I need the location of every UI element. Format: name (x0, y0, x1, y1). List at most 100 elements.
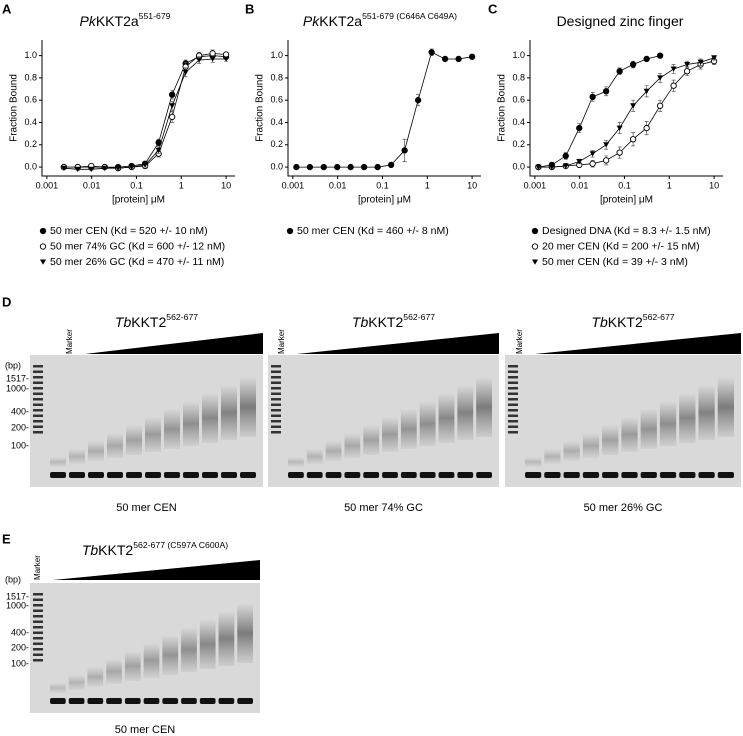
ladder-band (33, 615, 43, 618)
x-axis-label: [protein] μM (358, 195, 411, 206)
lane-label: Marker (277, 329, 286, 354)
title: TbKKT2562-677 (352, 312, 435, 329)
x-tick-label: 10 (709, 180, 719, 190)
title: TbKKT2562-677 (591, 312, 674, 329)
ladder-band (33, 365, 43, 368)
legend-marker (39, 227, 47, 235)
y-axis-label: Fraction Bound (497, 74, 508, 142)
marker (643, 88, 650, 95)
legend-marker (39, 243, 47, 250)
free-dna-band (400, 472, 417, 478)
y-tick-label: 0.4 (270, 117, 283, 127)
title-text: KKT2 (98, 542, 133, 558)
ladder-band (508, 431, 518, 434)
marker (428, 49, 435, 56)
x-tick-label: 1 (179, 180, 184, 190)
ladder-band (33, 604, 43, 607)
ladder-band (508, 398, 518, 401)
free-dna-band (563, 472, 580, 478)
ladder-band (508, 414, 518, 417)
title-italic: Pk (303, 13, 320, 29)
legend-marker (286, 227, 294, 235)
complex-smear (88, 441, 104, 461)
y-tick-label: 0.6 (24, 95, 37, 105)
complex-smear (602, 425, 619, 455)
marker (576, 159, 583, 165)
y-tick-label: 0.2 (512, 139, 525, 149)
gel-caption: 50 mer 74% GC (344, 502, 423, 514)
gel-caption: 50 mer 26% GC (584, 502, 663, 514)
title-text: KKT2 (368, 314, 403, 330)
complex-smear (124, 651, 141, 681)
free-dna-band (544, 472, 561, 478)
y-axis-label: Fraction Bound (255, 74, 266, 142)
free-dna-band (237, 698, 253, 704)
complex-smear (563, 441, 580, 461)
complex-smear (68, 675, 85, 690)
title-text: Designed zinc finger (557, 13, 684, 29)
marker (683, 68, 691, 75)
ladder-label: 1000- (6, 383, 29, 393)
ladder-band (33, 409, 43, 412)
complex-smear (162, 635, 179, 675)
free-dna-band (344, 472, 361, 478)
y-tick-label: 0.8 (270, 72, 283, 82)
complex-smear (382, 417, 398, 452)
complex-smear (621, 417, 638, 452)
ladder-label: 1517- (6, 591, 29, 601)
marker (562, 163, 569, 169)
complex-smear (288, 457, 304, 467)
free-dna-band (218, 698, 235, 704)
complex-smear (237, 603, 253, 663)
panel-letter: D (2, 294, 11, 309)
legend-marker (40, 259, 46, 265)
title: TbKKT2562-677 (C597A C600A) (82, 540, 228, 557)
marker (169, 103, 176, 109)
free-dna-band (363, 472, 380, 478)
marker (196, 57, 203, 63)
marker (589, 151, 596, 157)
title: PkKKT2a551-679 (80, 11, 171, 28)
free-dna-band (183, 472, 199, 478)
fit-line (538, 60, 715, 168)
ladder-band (271, 409, 281, 412)
ladder-band (508, 387, 518, 390)
x-tick-label: 0.01 (83, 180, 101, 190)
fit-line (538, 55, 661, 168)
marker (387, 161, 395, 169)
title-italic: Tb (352, 314, 369, 330)
marker (468, 53, 476, 60)
marker (711, 55, 718, 61)
complex-smear (476, 377, 492, 437)
free-dna-band (582, 472, 600, 478)
ladder-band (33, 653, 43, 656)
legend-label: 50 mer CEN (Kd = 39 +/- 3 nM) (542, 256, 688, 268)
marker (142, 162, 149, 168)
title-text: KKT2a (96, 13, 139, 29)
complex-smear (50, 683, 66, 693)
title-sup: 562-677 (403, 312, 435, 322)
units-label: (bp) (5, 574, 21, 584)
title-sup: 551-679 (139, 11, 171, 21)
marker (401, 147, 408, 154)
free-dna-band (124, 698, 141, 704)
free-dna-band (457, 472, 474, 478)
legend-marker (531, 243, 539, 250)
units-label: (bp) (5, 360, 21, 370)
complex-smear (164, 409, 180, 449)
y-tick-label: 0.8 (512, 72, 525, 82)
free-dna-band (68, 698, 85, 704)
ladder-label: 200- (11, 642, 29, 652)
ladder-label: 1000- (6, 600, 29, 610)
free-dna-band (659, 472, 677, 478)
marker (616, 125, 623, 131)
ladder-band (508, 381, 518, 384)
free-dna-band (717, 472, 734, 478)
lane-label: Marker (65, 329, 74, 354)
ladder-band (508, 376, 518, 379)
free-dna-band (306, 472, 323, 478)
ladder-band (271, 398, 281, 401)
x-tick-label: 0.1 (618, 180, 631, 190)
marker (88, 166, 95, 173)
free-dna-band (87, 698, 104, 704)
